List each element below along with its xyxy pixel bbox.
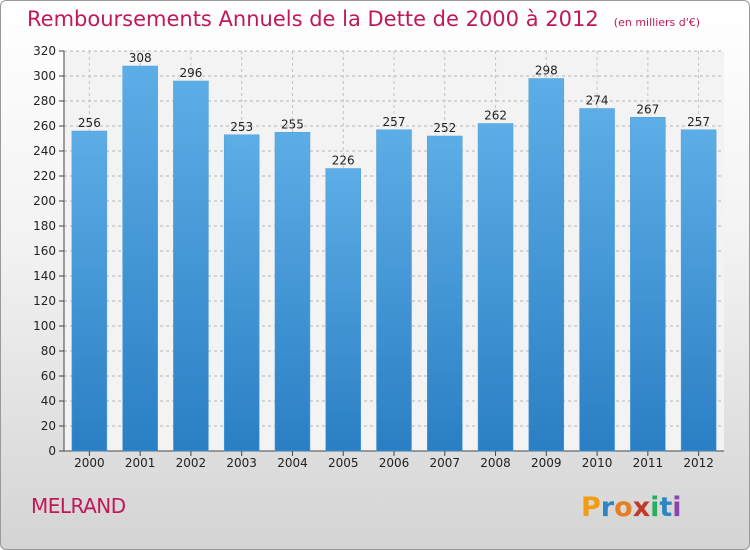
y-tick-label: 0 — [48, 444, 56, 458]
bar-2001 — [122, 65, 158, 452]
bar-2010 — [579, 108, 615, 452]
data-label-2010: 274 — [586, 94, 609, 108]
x-tick-label: 2008 — [480, 456, 511, 470]
x-tick-label: 2012 — [683, 456, 714, 470]
data-label-2000: 256 — [78, 116, 101, 130]
bar-2004 — [274, 132, 311, 452]
x-tick-label: 2000 — [74, 456, 105, 470]
place-name: MELRAND — [31, 494, 126, 518]
data-label-2011: 267 — [636, 102, 659, 116]
x-tick-label: 2002 — [176, 456, 207, 470]
bar-2006 — [376, 129, 412, 452]
x-tick-label: 2006 — [379, 456, 410, 470]
y-tick-label: 260 — [33, 119, 56, 133]
chart-title: Remboursements Annuels de la Dette de 20… — [27, 7, 599, 31]
data-label-2008: 262 — [484, 109, 507, 123]
y-tick-label: 40 — [41, 394, 56, 408]
x-tick-label: 2010 — [582, 456, 613, 470]
bars — [71, 65, 717, 452]
x-tick-label: 2009 — [531, 456, 562, 470]
chart-header: Remboursements Annuels de la Dette de 20… — [27, 7, 700, 31]
y-tick-label: 140 — [33, 269, 56, 283]
data-label-2006: 257 — [383, 115, 406, 129]
data-label-2005: 226 — [332, 154, 355, 168]
x-tick-label: 2005 — [328, 456, 359, 470]
y-tick-label: 160 — [33, 244, 56, 258]
y-tick-label: 320 — [33, 44, 56, 58]
y-tick-label: 180 — [33, 219, 56, 233]
data-label-2001: 308 — [129, 51, 152, 65]
x-tick-label: 2003 — [226, 456, 257, 470]
x-tick-label: 2001 — [125, 456, 156, 470]
proxiti-logo: Proxiti — [581, 492, 682, 523]
data-label-2003: 253 — [230, 120, 253, 134]
data-label-2002: 296 — [179, 66, 202, 80]
y-tick-label: 220 — [33, 169, 56, 183]
bar-2008 — [477, 123, 514, 452]
x-tick-label: 2007 — [429, 456, 460, 470]
bar-2011 — [630, 117, 666, 452]
y-tick-label: 120 — [33, 294, 56, 308]
y-tick-label: 20 — [41, 419, 56, 433]
x-tick-label: 2004 — [277, 456, 308, 470]
data-label-2012: 257 — [687, 115, 710, 129]
y-tick-label: 60 — [41, 369, 56, 383]
labels: 0 20 40 60 80 100 120 140 160 180 200 220 240 260 280 3… — [33, 44, 714, 470]
y-tick-label: 200 — [33, 194, 56, 208]
bar-2000 — [71, 130, 108, 452]
y-tick-label: 280 — [33, 94, 56, 108]
y-tick-label: 100 — [33, 319, 56, 333]
bar-2002 — [173, 80, 209, 452]
svg-text:Proxiti: Proxiti — [581, 492, 682, 523]
data-label-2004: 255 — [281, 117, 304, 131]
bar-2009 — [528, 78, 565, 452]
data-label-2009: 298 — [535, 64, 558, 78]
bar-2012 — [680, 129, 717, 452]
x-tick-label: 2011 — [633, 456, 664, 470]
y-tick-label: 240 — [33, 144, 56, 158]
y-tick-label: 300 — [33, 69, 56, 83]
bar-2005 — [325, 168, 361, 452]
data-label-2007: 252 — [433, 121, 456, 135]
bar-2003 — [223, 134, 260, 452]
chart-unit: (en milliers d'€) — [613, 16, 701, 29]
bar-2007 — [427, 135, 463, 452]
y-tick-label: 80 — [41, 344, 56, 358]
